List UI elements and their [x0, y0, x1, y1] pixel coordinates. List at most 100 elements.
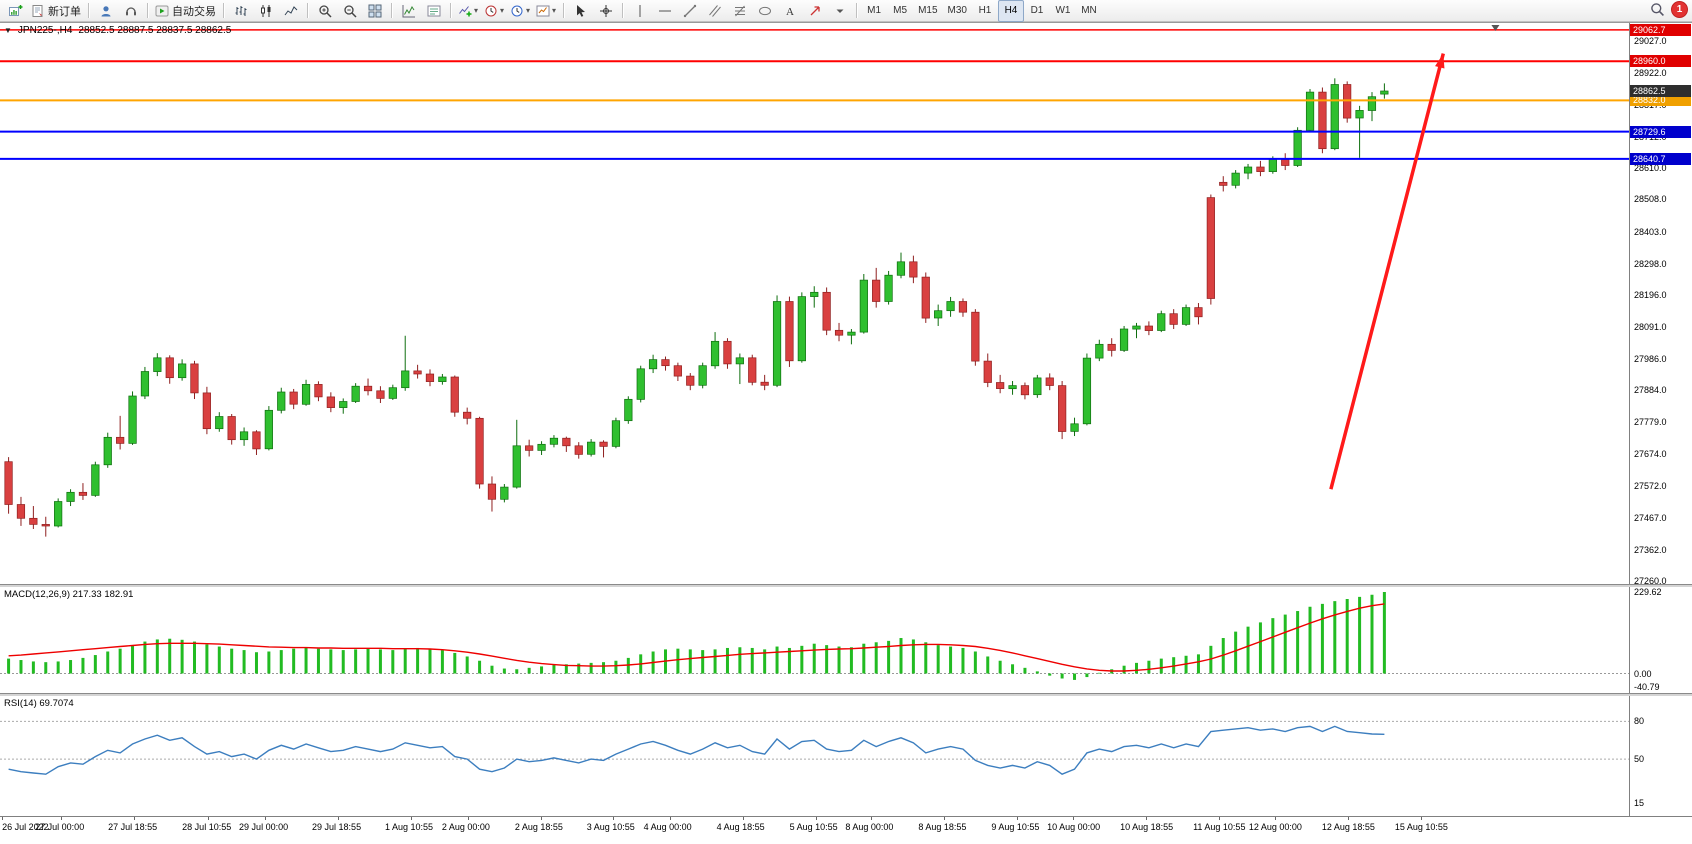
macd-chart[interactable]: MACD(12,26,9) 217.33 182.91: [0, 587, 1629, 693]
time-tick-mark: [1146, 817, 1148, 820]
crosshair-icon: [599, 4, 613, 18]
tf-mn-label: MN: [1081, 5, 1097, 16]
rsi-axis[interactable]: 80 50 15: [1629, 696, 1692, 816]
rsi-label: RSI(14) 69.7074: [4, 698, 74, 709]
rsi-chart[interactable]: RSI(14) 69.7074: [0, 696, 1629, 816]
zoom-out-button[interactable]: [337, 1, 362, 21]
tf-d1[interactable]: D1: [1024, 0, 1050, 22]
text-button[interactable]: A: [777, 1, 802, 21]
time-tick-mark: [1219, 817, 1221, 820]
shapes-button[interactable]: [752, 1, 777, 21]
bar-chart-button[interactable]: [228, 1, 253, 21]
toolbar-separator: [856, 3, 858, 18]
time-tick-mark: [871, 817, 873, 820]
tf-m15-label: M15: [918, 5, 938, 16]
panel-splitter[interactable]: [0, 584, 1692, 587]
time-tick-mark: [208, 817, 210, 820]
time-label: 15 Aug 10:55: [1394, 822, 1448, 832]
new-order-button-label: 新订单: [48, 5, 81, 18]
indicators-button[interactable]: [396, 1, 421, 21]
vertical-line-button[interactable]: [627, 1, 652, 21]
cycles-button[interactable]: ▾: [507, 1, 533, 21]
candle-chart-button[interactable]: [253, 1, 278, 21]
toolbar-separator: [563, 3, 565, 18]
tf-w1[interactable]: W1: [1050, 0, 1076, 22]
chart-symbol-period: JPN225-,H4: [17, 25, 73, 36]
time-label: 8 Aug 00:00: [845, 822, 894, 832]
price-tick: 27884.0: [1634, 385, 1667, 396]
trendline-button[interactable]: [677, 1, 702, 21]
panel-splitter[interactable]: [0, 693, 1692, 696]
line-chart-button[interactable]: [278, 1, 303, 21]
tf-mn[interactable]: MN: [1076, 0, 1102, 22]
chart-ohlc-values: 28852.5 28887.5 28837.5 28862.5: [78, 25, 232, 36]
notification-badge[interactable]: 1: [1672, 2, 1687, 17]
indicators-icon: [402, 4, 416, 18]
tf-m5-label: M5: [893, 5, 908, 16]
svg-text:A: A: [786, 6, 794, 18]
macd-label: MACD(12,26,9) 217.33 182.91: [4, 589, 134, 600]
time-label: 26 Jul 2022: [2, 822, 49, 832]
support-button[interactable]: [118, 1, 143, 21]
period-button[interactable]: ▾: [481, 1, 507, 21]
macd-axis[interactable]: 229.62 0.00 -40.79: [1629, 587, 1692, 693]
macd-tick: 229.62: [1634, 587, 1662, 597]
zoom-out-icon: [343, 4, 357, 18]
candlestick-chart[interactable]: ▼ JPN225-,H4 28852.5 28887.5 28837.5 288…: [0, 23, 1629, 584]
price-tick: 27572.0: [1634, 480, 1667, 491]
arrow-object-button[interactable]: [802, 1, 827, 21]
time-tick-mark: [61, 817, 63, 820]
time-tick-mark: [669, 817, 671, 820]
profile-button[interactable]: [93, 1, 118, 21]
autotrading-button[interactable]: 自动交易: [152, 1, 219, 21]
time-tick-mark: [1420, 817, 1422, 820]
time-label: 28 Jul 10:55: [182, 822, 232, 832]
crosshair-button[interactable]: [593, 1, 618, 21]
arrow-label-icon: [808, 4, 822, 18]
macd-tick: 0.00: [1634, 668, 1652, 679]
line-chart-icon: [284, 4, 298, 18]
new-chart-button[interactable]: [3, 1, 28, 21]
tf-m5[interactable]: M5: [887, 0, 913, 22]
time-tick-mark: [134, 817, 136, 820]
search-icon[interactable]: [1650, 2, 1665, 17]
clock-red-icon: [484, 4, 498, 18]
chart-menu-icon[interactable]: ▼: [4, 26, 12, 35]
tf-h4-label: H4: [1004, 5, 1018, 16]
cursor-button[interactable]: [568, 1, 593, 21]
bars-chart-icon: [234, 4, 248, 18]
chart-template-button[interactable]: ▾: [533, 1, 559, 21]
tf-h1-label: H1: [978, 5, 992, 16]
time-tick-mark: [2, 817, 4, 820]
tf-h1[interactable]: H1: [972, 0, 998, 22]
tile-windows-button[interactable]: [362, 1, 387, 21]
time-axis[interactable]: 26 Jul 2022 27 Jul 00:00 27 Jul 18:55 28 Ju…: [0, 816, 1692, 844]
indicator-list-button[interactable]: [421, 1, 446, 21]
toolbar-right: 1: [1650, 2, 1687, 17]
chart-window: ▼ JPN225-,H4 28852.5 28887.5 28837.5 288…: [0, 22, 1692, 844]
tf-h4[interactable]: H4: [997, 0, 1024, 22]
tf-m1[interactable]: M1: [861, 0, 887, 22]
fibonacci-button[interactable]: [727, 1, 752, 21]
candle-chart-icon: [259, 4, 273, 18]
tf-m15[interactable]: M15: [913, 0, 942, 22]
toolbar-separator: [223, 3, 224, 18]
autotrading-button-label: 自动交易: [172, 5, 216, 18]
toolbar-group-zoom: [312, 1, 387, 21]
time-tick-mark: [1347, 817, 1349, 820]
toolbar-separator: [450, 3, 451, 18]
horizontal-line-button[interactable]: [652, 1, 677, 21]
toolbar-group-chart-tools: [396, 1, 446, 21]
zoom-in-button[interactable]: [312, 1, 337, 21]
objects-more-button[interactable]: [827, 1, 852, 21]
time-tick-mark: [742, 817, 744, 820]
new-chart-icon: [8, 4, 23, 18]
new-order-button[interactable]: 新订单: [28, 1, 84, 21]
price-axis[interactable]: 29027.028922.028817.028712.028610.028508…: [1629, 23, 1692, 586]
tf-m30[interactable]: M30: [943, 0, 972, 22]
price-panel: ▼ JPN225-,H4 28852.5 28887.5 28837.5 288…: [0, 23, 1692, 586]
price-tick: 28610.0: [1634, 163, 1667, 174]
channel-button[interactable]: [702, 1, 727, 21]
add-indicator-button[interactable]: ▾: [455, 1, 481, 21]
